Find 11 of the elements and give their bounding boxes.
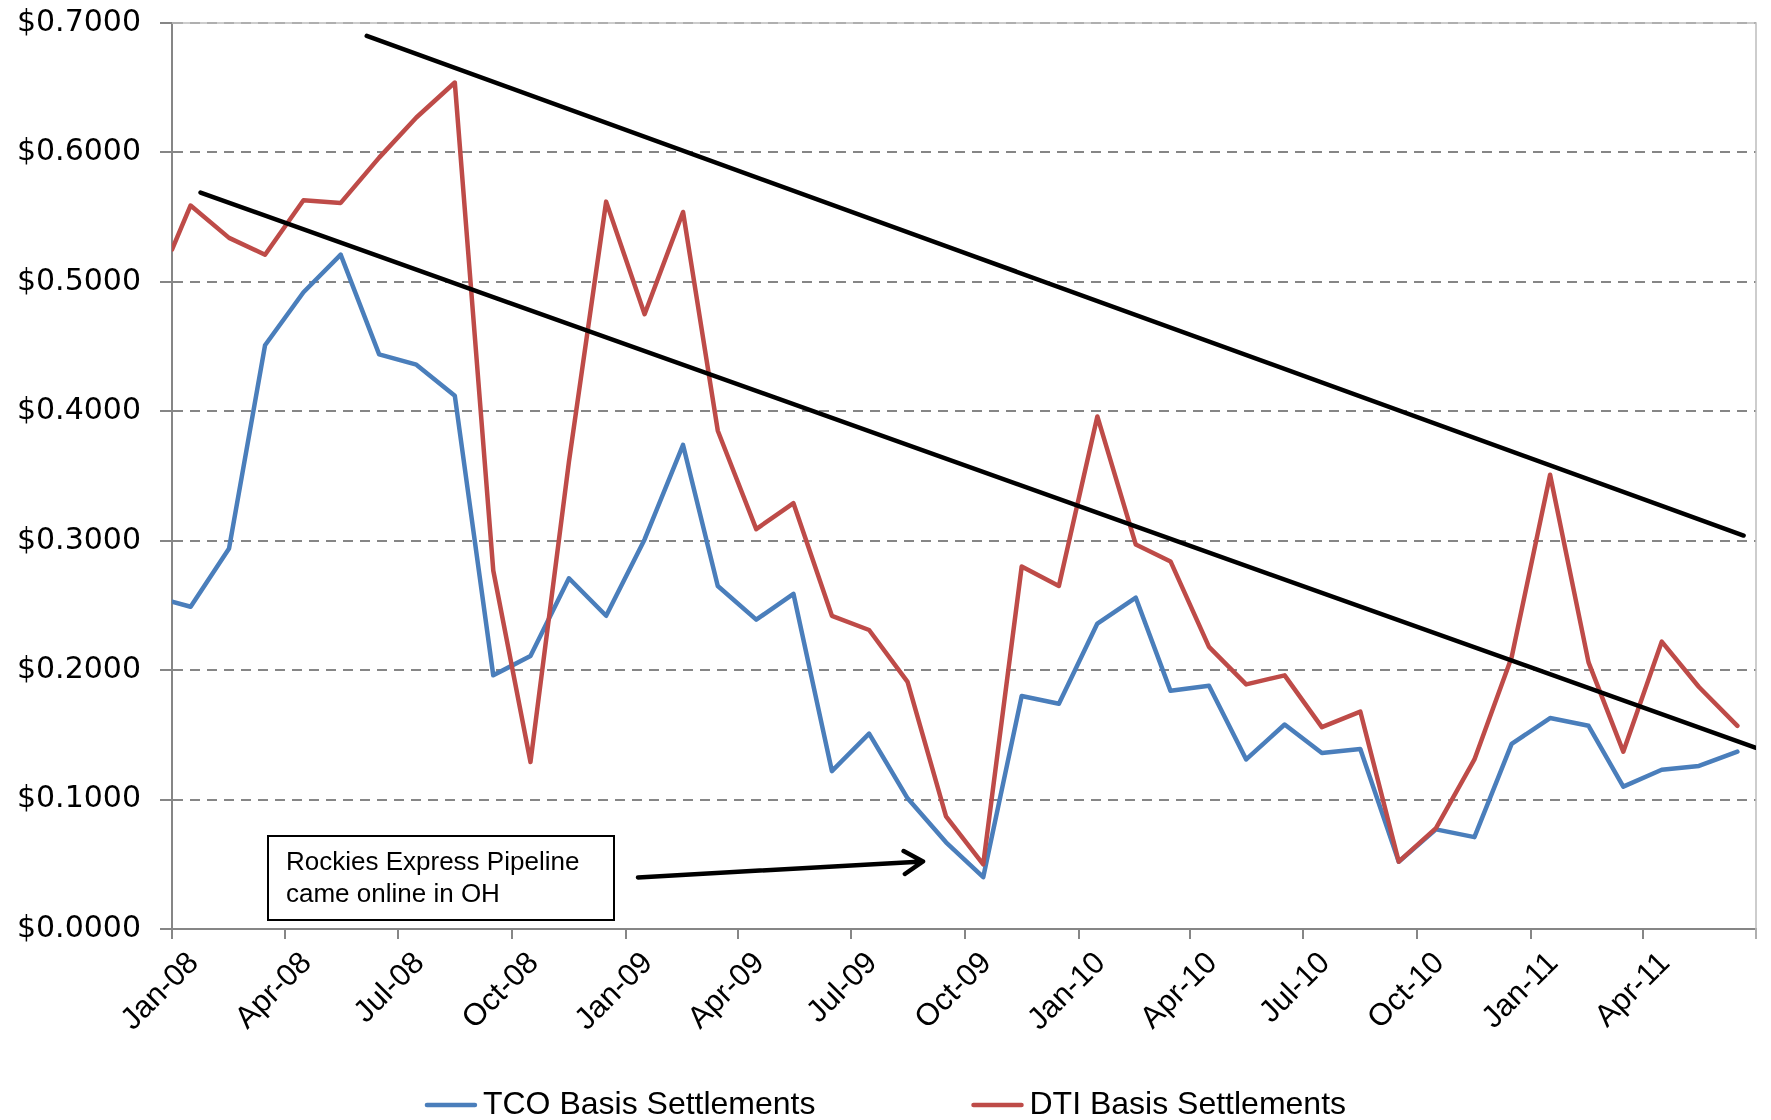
annotation: Rockies Express Pipeline came online in OH bbox=[286, 845, 580, 909]
legend-label: TCO Basis Settlements bbox=[482, 1084, 816, 1120]
legend-label: DTI Basis Settlements bbox=[1029, 1084, 1347, 1120]
y-tick-label: $0.7000 bbox=[16, 2, 141, 38]
y-tick-label: $0.1000 bbox=[16, 779, 141, 815]
y-tick-label: $0.2000 bbox=[16, 649, 141, 685]
y-tick-label: $0.3000 bbox=[16, 520, 141, 556]
y-tick-label: $0.4000 bbox=[16, 391, 141, 427]
y-tick-label: $0.0000 bbox=[16, 908, 141, 944]
y-tick-label: $0.6000 bbox=[16, 132, 141, 168]
y-tick-label: $0.5000 bbox=[16, 261, 141, 297]
